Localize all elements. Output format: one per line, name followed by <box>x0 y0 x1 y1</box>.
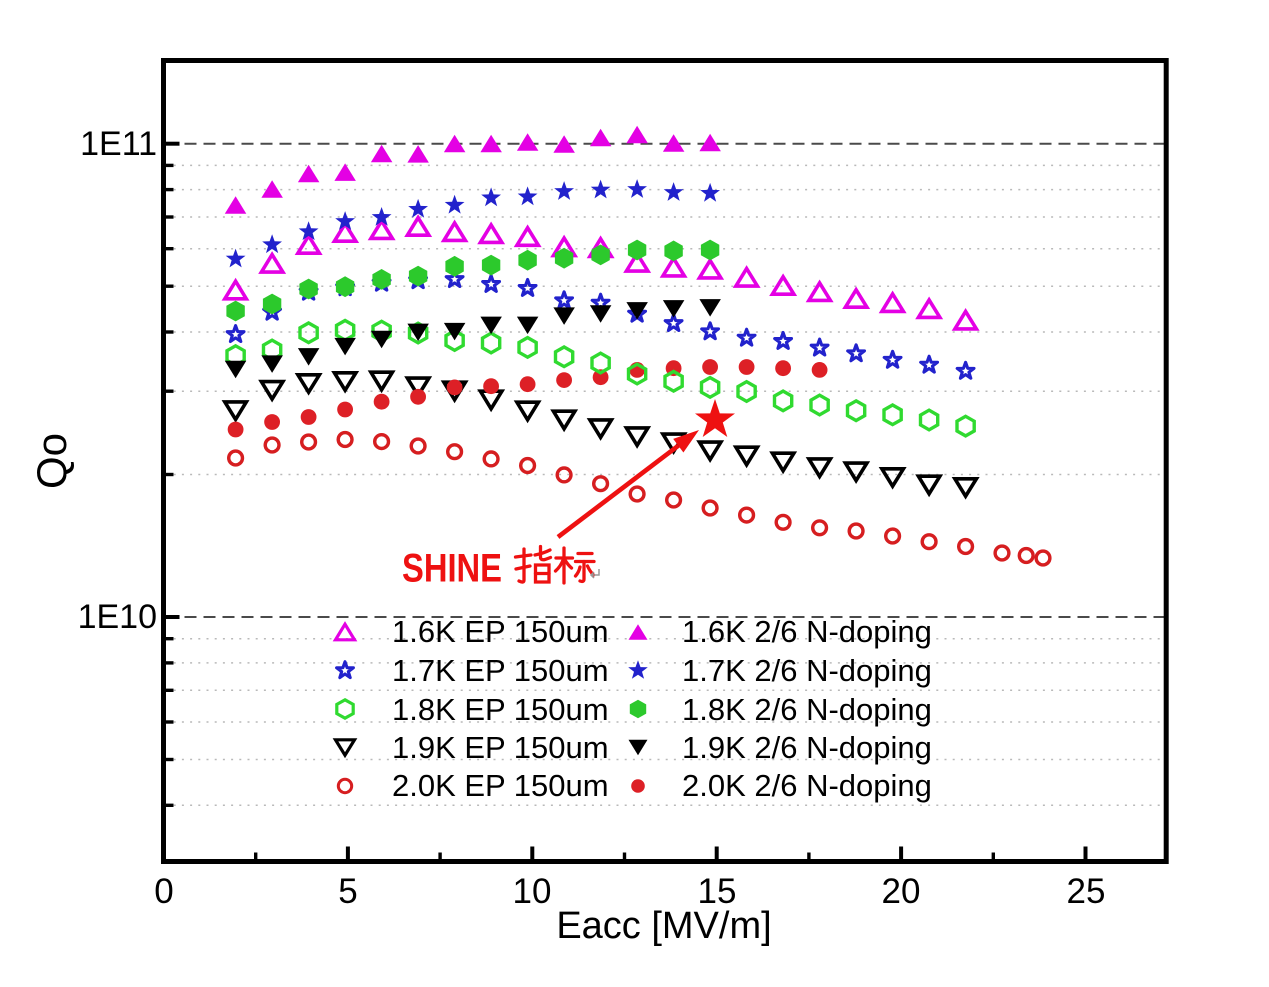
svg-text:1.7K 2/6 N-doping: 1.7K 2/6 N-doping <box>682 653 932 688</box>
svg-text:1E11: 1E11 <box>80 125 157 163</box>
svg-text:15: 15 <box>698 872 737 911</box>
svg-text:Eacc [MV/m]: Eacc [MV/m] <box>556 905 771 947</box>
svg-text:1.9K EP 150um: 1.9K EP 150um <box>392 730 609 765</box>
svg-text:0: 0 <box>154 872 173 911</box>
svg-text:SHINE: SHINE <box>402 547 502 591</box>
svg-text:2.0K 2/6 N-doping: 2.0K 2/6 N-doping <box>682 768 932 803</box>
svg-text:1E10: 1E10 <box>78 598 157 636</box>
svg-text:2.0K EP 150um: 2.0K EP 150um <box>392 768 609 803</box>
svg-text:1.8K EP 150um: 1.8K EP 150um <box>392 692 609 727</box>
svg-text:20: 20 <box>882 872 921 911</box>
svg-text:5: 5 <box>338 872 357 911</box>
svg-text:1.6K EP 150um: 1.6K EP 150um <box>392 614 609 649</box>
svg-text:1.9K 2/6 N-doping: 1.9K 2/6 N-doping <box>682 730 932 765</box>
svg-text:25: 25 <box>1067 872 1106 911</box>
svg-text:1.7K EP 150um: 1.7K EP 150um <box>392 653 609 688</box>
svg-text:1.6K 2/6 N-doping: 1.6K 2/6 N-doping <box>682 614 932 649</box>
svg-text:1.8K 2/6 N-doping: 1.8K 2/6 N-doping <box>682 692 932 727</box>
svg-text:Qo: Qo <box>28 433 75 489</box>
svg-text:10: 10 <box>513 872 552 911</box>
